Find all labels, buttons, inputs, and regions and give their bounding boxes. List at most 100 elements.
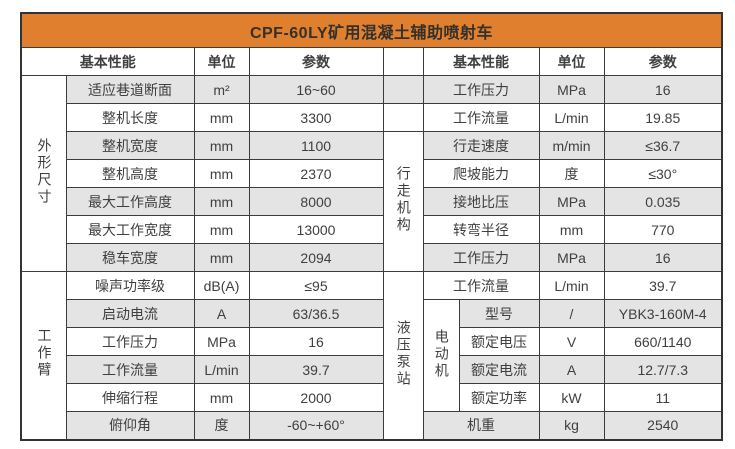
- group-label-work-arm: 工作臂: [20, 271, 67, 440]
- spec-name: 爬坡能力: [422, 159, 540, 188]
- spec-value: 2094: [248, 243, 384, 272]
- spec-row: 整机宽度 mm 1100 行走机构 行走速度 m/min ≤36.7: [21, 131, 723, 272]
- spec-unit: mm: [193, 187, 250, 216]
- spec-name: 适应巷道断面: [65, 75, 195, 104]
- spec-unit: mm: [538, 215, 605, 244]
- group-label-electric-motor: 电动机: [422, 299, 460, 412]
- spec-table-container: CPF-60LY矿用混凝土辅助喷射车 基本性能 单位 参数 基本性能 单位 参数…: [20, 12, 723, 441]
- spec-row: 最大工作高度 mm 8000 接地比压 MPa 0.035: [21, 187, 723, 216]
- spec-unit: mm: [193, 159, 250, 188]
- spec-unit: MPa: [538, 243, 605, 272]
- spec-name: 伸缩行程: [65, 383, 195, 412]
- spec-value: 660/1140: [603, 327, 723, 356]
- spec-name: 整机长度: [65, 103, 195, 132]
- spec-value: 16: [248, 327, 384, 356]
- spec-unit: /: [538, 299, 605, 328]
- spec-unit: MPa: [193, 327, 250, 356]
- spec-name: 转弯半径: [422, 215, 540, 244]
- spec-unit: 度: [193, 411, 250, 440]
- header-performance-right: 基本性能: [422, 47, 540, 76]
- header-performance-left: 基本性能: [20, 47, 195, 76]
- spec-value: 39.7: [248, 355, 384, 384]
- spec-row: 启动电流 A 63/36.5 电动机 型号 / YBK3-160M-4: [21, 299, 723, 412]
- header-parameter-left: 参数: [248, 47, 384, 76]
- spec-unit: MPa: [538, 187, 605, 216]
- spec-value: 2540: [603, 411, 723, 440]
- spec-value: -60~+60°: [248, 411, 384, 440]
- table-title: CPF-60LY矿用混凝土辅助喷射车: [20, 12, 723, 48]
- spec-unit: mm: [193, 103, 250, 132]
- spec-unit: mm: [193, 243, 250, 272]
- header-unit-right: 单位: [538, 47, 605, 76]
- header-parameter-right: 参数: [603, 47, 723, 76]
- spec-value: 63/36.5: [248, 299, 384, 328]
- spec-unit: A: [193, 299, 250, 328]
- spec-row: 稳车宽度 mm 2094 工作压力 MPa 16: [21, 243, 723, 272]
- spec-value: 12.7/7.3: [603, 355, 723, 384]
- spec-value: 2370: [248, 159, 384, 188]
- spec-row: 工作流量 L/min 39.7 额定电流 A 12.7/7.3: [21, 355, 723, 384]
- spec-value: 0.035: [603, 187, 723, 216]
- vertical-label: 工作臂: [36, 328, 53, 380]
- header-row: 基本性能 单位 参数 基本性能 单位 参数: [20, 47, 723, 76]
- spec-value: 19.85: [603, 103, 723, 132]
- spec-unit: V: [538, 327, 605, 356]
- header-unit-left: 单位: [193, 47, 250, 76]
- spec-unit: m²: [193, 75, 250, 104]
- middle-spacer-cell: [382, 103, 424, 132]
- spec-row: 整机长度 mm 3300 工作流量 L/min 19.85: [21, 103, 723, 132]
- spec-name: 整机高度: [65, 159, 195, 188]
- spec-name: 机重: [422, 411, 540, 440]
- spec-name: 额定电流: [458, 355, 540, 384]
- spec-unit: 度: [538, 159, 605, 188]
- spec-value: 16~60: [248, 75, 384, 104]
- spec-value: 8000: [248, 187, 384, 216]
- spec-value: ≤36.7: [603, 131, 723, 160]
- spec-value: ≤30°: [603, 159, 723, 188]
- spec-name: 行走速度: [422, 131, 540, 160]
- spec-value: 16: [603, 243, 723, 272]
- spec-name: 噪声功率级: [65, 271, 195, 300]
- spec-name: 稳车宽度: [65, 243, 195, 272]
- middle-spacer-cell: [382, 75, 424, 104]
- spec-row: 伸缩行程 mm 2000 额定功率 kW 11: [21, 383, 723, 412]
- spec-unit: mm: [193, 131, 250, 160]
- vertical-label: 液压泵站: [395, 319, 412, 388]
- spec-row: 工作压力 MPa 16 额定电压 V 660/1140: [21, 327, 723, 356]
- spec-unit: L/min: [538, 271, 605, 300]
- spec-unit: L/min: [193, 355, 250, 384]
- spec-row: 最大工作宽度 mm 13000 转弯半径 mm 770: [21, 215, 723, 244]
- spec-unit: A: [538, 355, 605, 384]
- group-label-dimensions: 外形尺寸: [20, 75, 67, 272]
- spec-name: 工作压力: [422, 75, 540, 104]
- spec-row: 俯仰角 度 -60~+60° 机重 kg 2540: [21, 411, 723, 440]
- group-label-hydraulic-pump-station: 液压泵站: [382, 271, 424, 440]
- spec-name: 额定电压: [458, 327, 540, 356]
- spec-name: 额定功率: [458, 383, 540, 412]
- spec-unit: mm: [193, 215, 250, 244]
- spec-value: 16: [603, 75, 723, 104]
- table-title-row: CPF-60LY矿用混凝土辅助喷射车: [20, 12, 723, 48]
- spec-name: 工作压力: [65, 327, 195, 356]
- vertical-label: 电动机: [433, 328, 450, 380]
- spec-unit: kg: [538, 411, 605, 440]
- spec-name: 接地比压: [422, 187, 540, 216]
- spec-value: 770: [603, 215, 723, 244]
- spec-value: 3300: [248, 103, 384, 132]
- header-middle-spacer: [382, 47, 424, 76]
- vertical-label: 外形尺寸: [36, 138, 53, 206]
- spec-unit: MPa: [538, 75, 605, 104]
- spec-unit: L/min: [538, 103, 605, 132]
- group-label-travel-mechanism: 行走机构: [382, 131, 424, 272]
- spec-value: 11: [603, 383, 723, 412]
- spec-value: ≤95: [248, 271, 384, 300]
- vertical-label: 行走机构: [395, 166, 412, 234]
- spec-name: 最大工作高度: [65, 187, 195, 216]
- spec-table: CPF-60LY矿用混凝土辅助喷射车 基本性能 单位 参数 基本性能 单位 参数…: [20, 12, 723, 441]
- spec-value: 13000: [248, 215, 384, 244]
- spec-name: 最大工作宽度: [65, 215, 195, 244]
- spec-value: 1100: [248, 131, 384, 160]
- spec-name: 俯仰角: [65, 411, 195, 440]
- spec-name: 工作流量: [65, 355, 195, 384]
- spec-unit: mm: [193, 383, 250, 412]
